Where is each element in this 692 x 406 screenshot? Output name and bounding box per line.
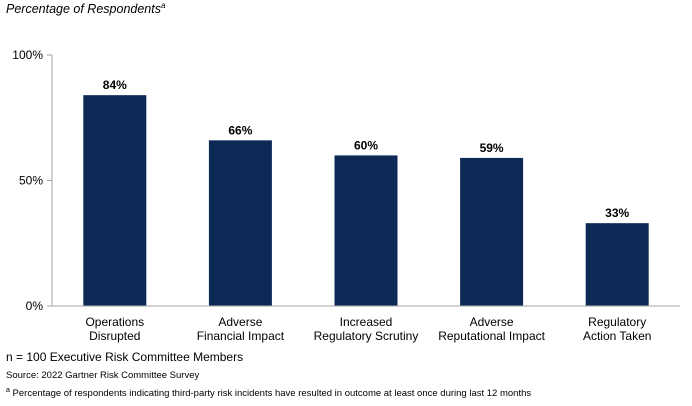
- data-label: 59%: [480, 141, 504, 155]
- x-tick-label-line: Reputational Impact: [438, 329, 545, 343]
- y-tick-label: 0%: [26, 299, 44, 313]
- y-tick-label: 50%: [19, 174, 43, 188]
- bar: [460, 157, 524, 306]
- value-labels: 84% 66% 60% 59% 33%: [103, 78, 630, 220]
- bar: [83, 95, 147, 306]
- source-note: Source: 2022 Gartner Risk Committee Surv…: [6, 370, 200, 381]
- x-tick-label-line: Adverse: [470, 315, 514, 329]
- bar: [585, 223, 649, 306]
- x-tick-label-line: Disrupted: [89, 329, 140, 343]
- x-tick-label-line: Action Taken: [583, 329, 652, 343]
- x-tick-label-line: Increased: [340, 315, 393, 329]
- chart-title-marker: a: [161, 1, 166, 10]
- x-tick-label: Adverse Financial Impact: [197, 315, 285, 343]
- data-label: 66%: [228, 123, 252, 137]
- x-tick-label: Increased Regulatory Scrutiny: [314, 315, 419, 343]
- bar-chart: Percentage of Respondentsa 0% 50% 100% 84%…: [6, 1, 680, 343]
- x-tick-label-line: Regulatory: [588, 315, 646, 329]
- x-tick-label-line: Financial Impact: [197, 329, 285, 343]
- y-axis: 0% 50% 100%: [12, 48, 53, 313]
- x-tick-label: Operations Disrupted: [85, 315, 144, 343]
- data-label: 33%: [605, 206, 629, 220]
- footnote: a Percentage of respondents indicating t…: [6, 387, 531, 399]
- y-tick-label: 100%: [12, 48, 43, 62]
- x-tick-label: Adverse Reputational Impact: [438, 315, 545, 343]
- data-label: 60%: [354, 138, 378, 152]
- x-tick-label-line: Regulatory Scrutiny: [314, 329, 419, 343]
- sample-size-note: n = 100 Executive Risk Committee Members: [6, 350, 244, 364]
- data-label: 84%: [103, 78, 127, 92]
- bar: [208, 140, 272, 306]
- x-tick-label-line: Adverse: [218, 315, 262, 329]
- footnote-marker: a: [6, 387, 10, 394]
- chart-title-text: Percentage of Respondents: [6, 2, 161, 16]
- bars: [83, 95, 649, 306]
- x-tick-label-line: Operations: [85, 315, 144, 329]
- footnote-text: Percentage of respondents indicating thi…: [9, 388, 532, 400]
- bar: [334, 155, 398, 306]
- chart-title: Percentage of Respondentsa: [6, 1, 166, 16]
- x-tick-label: Regulatory Action Taken: [583, 315, 652, 343]
